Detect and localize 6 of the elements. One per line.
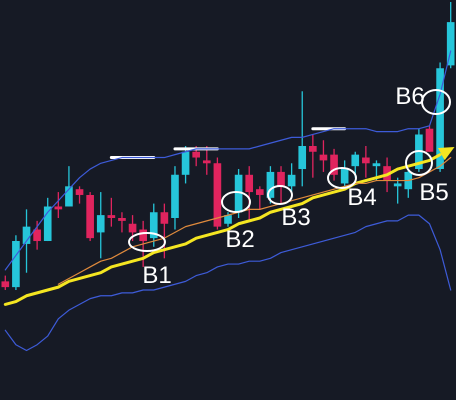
- annotation: B1: [142, 262, 172, 289]
- annotation: B2: [225, 226, 255, 253]
- annotation: B6: [395, 83, 425, 110]
- annotation: B5: [419, 179, 449, 206]
- annotation: B4: [347, 184, 377, 211]
- annotation: B3: [281, 204, 311, 231]
